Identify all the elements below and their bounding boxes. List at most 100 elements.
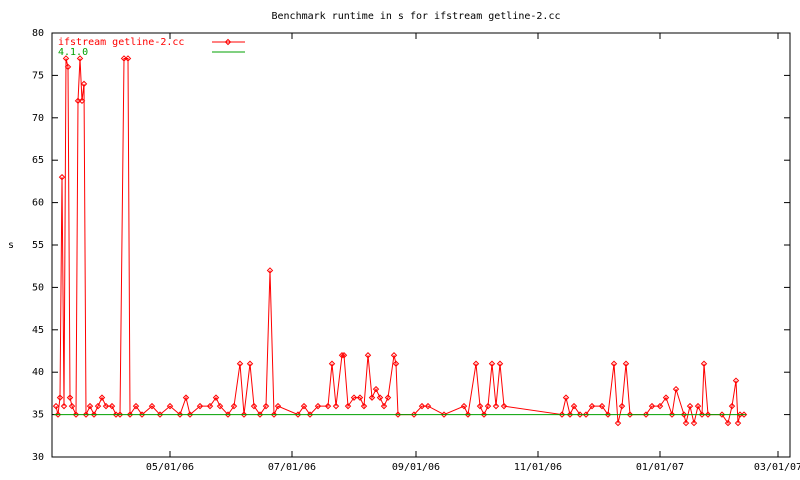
- point: [392, 360, 400, 367]
- point: [340, 352, 348, 359]
- point: [662, 394, 670, 401]
- point: [614, 419, 622, 427]
- point: [246, 360, 254, 367]
- point: [240, 411, 248, 418]
- point: [86, 402, 94, 410]
- point: [380, 402, 388, 410]
- point: [356, 394, 364, 401]
- point: [700, 360, 708, 367]
- point: [294, 411, 302, 418]
- y-tick-label: 40: [32, 367, 44, 378]
- point: [66, 394, 74, 401]
- x-tick-label: 11/01/06: [514, 462, 562, 473]
- point: [668, 411, 676, 418]
- point: [108, 402, 116, 410]
- point: [648, 402, 656, 410]
- y-tick-label: 65: [32, 155, 44, 166]
- point: [182, 394, 190, 401]
- series-line: [55, 57, 744, 425]
- point: [82, 411, 90, 418]
- point: [64, 63, 72, 71]
- point: [698, 411, 706, 418]
- point: [196, 402, 204, 410]
- point: [680, 411, 688, 418]
- point: [216, 402, 224, 410]
- point: [306, 411, 314, 418]
- point: [372, 385, 380, 393]
- point: [682, 419, 690, 427]
- point: [52, 402, 60, 410]
- point: [440, 411, 448, 418]
- point: [116, 411, 124, 418]
- y-tick-label: 50: [32, 282, 44, 293]
- point: [78, 97, 86, 105]
- x-tick-label: 09/01/06: [392, 462, 440, 473]
- point: [740, 411, 748, 418]
- point: [338, 352, 346, 359]
- point: [496, 360, 504, 367]
- y-tick-label: 35: [32, 410, 44, 421]
- point: [94, 402, 102, 410]
- point: [262, 402, 270, 410]
- point: [156, 411, 164, 418]
- point: [212, 394, 220, 401]
- point: [300, 402, 308, 410]
- point: [186, 411, 194, 418]
- point: [626, 411, 634, 418]
- point: [230, 402, 238, 410]
- point: [90, 411, 98, 418]
- point: [376, 394, 384, 401]
- y-tick-label: 30: [32, 452, 44, 463]
- y-tick-label: 70: [32, 113, 44, 124]
- point: [622, 360, 630, 367]
- point: [256, 411, 264, 418]
- point: [690, 419, 698, 427]
- plot-border: [51, 32, 791, 458]
- point: [694, 402, 702, 410]
- point: [724, 419, 732, 427]
- x-tick-label: 03/01/07: [754, 462, 800, 473]
- point: [274, 402, 282, 410]
- point: [476, 402, 484, 410]
- y-tick-label: 80: [32, 28, 44, 39]
- point: [704, 411, 712, 418]
- point: [570, 402, 578, 410]
- legend-marker: [224, 38, 232, 46]
- point: [328, 360, 336, 367]
- point: [394, 411, 402, 418]
- point: [360, 402, 368, 410]
- point: [488, 360, 496, 367]
- point: [686, 402, 694, 410]
- point: [332, 402, 340, 410]
- point: [728, 402, 736, 410]
- point: [266, 267, 274, 274]
- point: [102, 402, 110, 410]
- point: [588, 402, 596, 410]
- x-tick-label: 07/01/06: [268, 462, 316, 473]
- x-tick-label: 05/01/06: [146, 462, 194, 473]
- point: [56, 394, 64, 401]
- point: [72, 411, 80, 418]
- point: [206, 402, 214, 410]
- point: [604, 411, 612, 418]
- point: [54, 411, 62, 418]
- point: [718, 411, 726, 418]
- point: [80, 80, 88, 88]
- point: [270, 411, 278, 418]
- point: [368, 394, 376, 401]
- point: [76, 55, 84, 62]
- point: [598, 402, 606, 410]
- legend-label: 4.1.0: [58, 47, 88, 58]
- point: [124, 55, 132, 62]
- point: [472, 360, 480, 367]
- point: [672, 385, 680, 393]
- point: [558, 411, 566, 418]
- point: [732, 377, 740, 384]
- point: [734, 419, 742, 427]
- point: [384, 394, 392, 401]
- point: [126, 411, 134, 418]
- y-tick-label: 55: [32, 240, 44, 251]
- point: [582, 411, 590, 418]
- point: [364, 352, 372, 359]
